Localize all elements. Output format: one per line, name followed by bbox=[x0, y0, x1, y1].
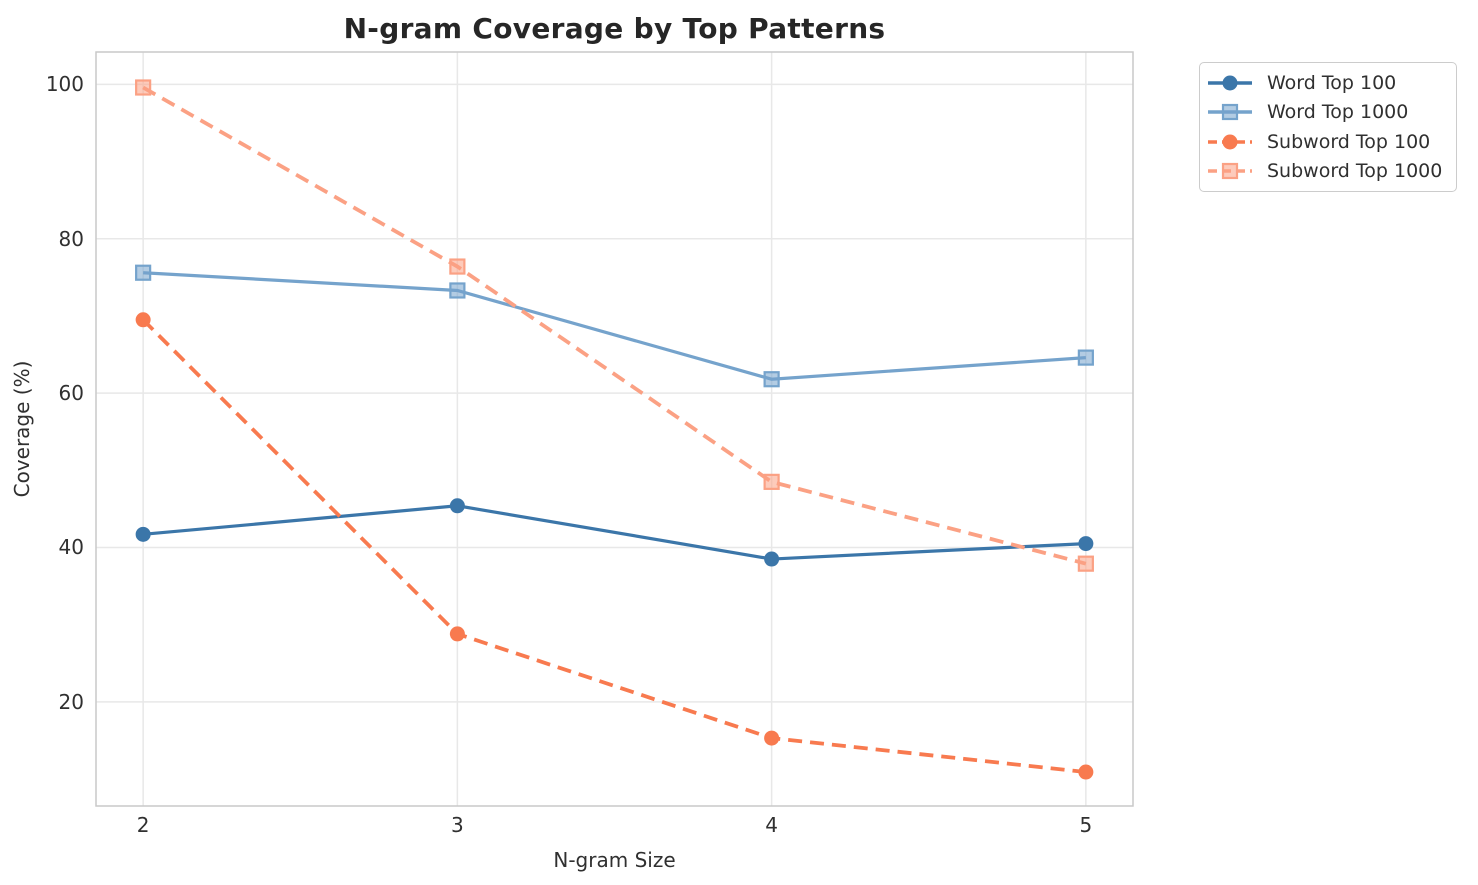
x-axis-label: N-gram Size bbox=[553, 848, 676, 872]
legend-entry-subword-top-100: Subword Top 100 bbox=[1206, 131, 1446, 153]
marker-word-top-100-x4 bbox=[764, 551, 780, 567]
series-line-word-top-1000 bbox=[143, 271, 1086, 381]
marker-subword-top-100-x3 bbox=[449, 626, 465, 642]
legend-label: Word Top 1000 bbox=[1267, 101, 1409, 124]
y-axis-label: Coverage (%) bbox=[10, 360, 34, 498]
marker-subword-top-100-x4 bbox=[764, 730, 780, 746]
y-tick-label-100: 100 bbox=[45, 72, 84, 97]
legend-label: Subword Top 1000 bbox=[1267, 160, 1443, 183]
marker-word-top-100-x2 bbox=[135, 526, 151, 542]
legend-marker-subword-top-100 bbox=[1222, 134, 1238, 150]
x-tick-label-2: 2 bbox=[136, 813, 150, 837]
series-line-subword-top-100 bbox=[141, 318, 1087, 774]
series-line-subword-top-1000 bbox=[142, 85, 1087, 566]
legend-swatch-subword-top-100 bbox=[1208, 134, 1252, 150]
x-tick-label-5: 5 bbox=[1079, 813, 1093, 837]
legend-label: Subword Top 100 bbox=[1267, 130, 1431, 153]
chart-title: N-gram Coverage by Top Patterns bbox=[343, 12, 886, 45]
marker-subword-top-100-x2 bbox=[135, 312, 151, 328]
legend: Word Top 100 Word Top 1000 Subword Top 1… bbox=[1199, 62, 1457, 192]
marker-word-top-1000-x5 bbox=[1077, 349, 1094, 366]
series-line-word-top-100 bbox=[142, 504, 1086, 561]
legend-label: Word Top 100 bbox=[1267, 71, 1397, 94]
marker-word-top-1000-x4 bbox=[763, 371, 780, 388]
marker-subword-top-1000-x2 bbox=[135, 79, 152, 96]
x-tick-label-4: 4 bbox=[765, 813, 778, 837]
legend-marker-word-top-100 bbox=[1222, 75, 1238, 91]
legend-entry-word-top-100: Word Top 100 bbox=[1206, 72, 1446, 94]
marker-subword-top-100-x5 bbox=[1078, 764, 1094, 780]
marker-subword-top-1000-x3 bbox=[449, 258, 466, 275]
y-tick-label-80: 80 bbox=[58, 226, 84, 251]
legend-swatch-word-top-100 bbox=[1208, 75, 1252, 91]
legend-entry-word-top-1000: Word Top 1000 bbox=[1206, 101, 1446, 123]
marker-word-top-1000-x3 bbox=[449, 282, 466, 299]
y-tick-label-60: 60 bbox=[58, 381, 84, 406]
marker-subword-top-1000-x5 bbox=[1077, 555, 1094, 572]
y-tick-label-40: 40 bbox=[58, 535, 84, 560]
y-tick-label-20: 20 bbox=[58, 689, 84, 714]
legend-swatch-word-top-1000 bbox=[1208, 104, 1252, 121]
legend-marker-subword-top-1000 bbox=[1221, 163, 1239, 180]
legend-entry-subword-top-1000: Subword Top 1000 bbox=[1206, 160, 1446, 182]
marker-word-top-100-x5 bbox=[1078, 536, 1094, 552]
marker-word-top-1000-x2 bbox=[135, 264, 152, 281]
x-tick-label-3: 3 bbox=[451, 813, 464, 837]
plot-border bbox=[95, 51, 1134, 807]
marker-subword-top-1000-x4 bbox=[763, 473, 780, 490]
legend-marker-word-top-1000 bbox=[1221, 104, 1239, 121]
marker-word-top-100-x3 bbox=[449, 498, 465, 514]
legend-swatch-subword-top-1000 bbox=[1208, 163, 1252, 180]
